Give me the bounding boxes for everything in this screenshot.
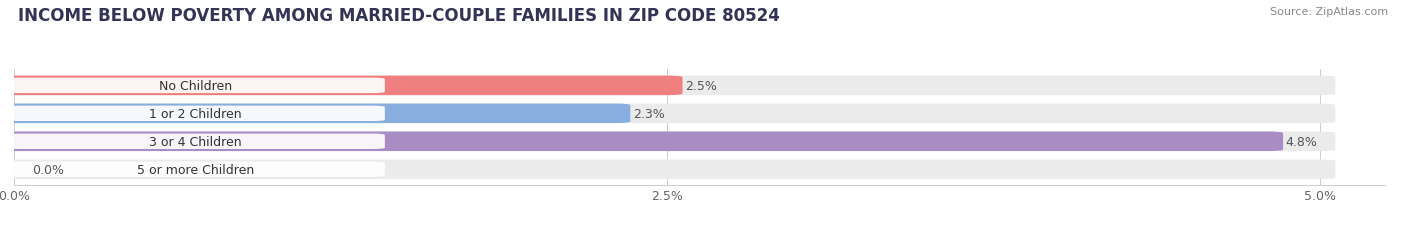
- FancyBboxPatch shape: [0, 76, 682, 96]
- FancyBboxPatch shape: [0, 132, 1284, 151]
- Text: 5 or more Children: 5 or more Children: [136, 163, 254, 176]
- Text: 2.3%: 2.3%: [633, 107, 665, 120]
- Text: Source: ZipAtlas.com: Source: ZipAtlas.com: [1270, 7, 1388, 17]
- Text: INCOME BELOW POVERTY AMONG MARRIED-COUPLE FAMILIES IN ZIP CODE 80524: INCOME BELOW POVERTY AMONG MARRIED-COUPL…: [18, 7, 780, 25]
- Text: 3 or 4 Children: 3 or 4 Children: [149, 135, 242, 148]
- FancyBboxPatch shape: [0, 160, 1336, 179]
- Text: 1 or 2 Children: 1 or 2 Children: [149, 107, 242, 120]
- Text: 4.8%: 4.8%: [1285, 135, 1317, 148]
- FancyBboxPatch shape: [0, 104, 1336, 124]
- FancyBboxPatch shape: [6, 78, 385, 94]
- FancyBboxPatch shape: [6, 106, 385, 122]
- Text: No Children: No Children: [159, 79, 232, 92]
- FancyBboxPatch shape: [6, 134, 385, 149]
- FancyBboxPatch shape: [0, 132, 1336, 151]
- FancyBboxPatch shape: [0, 104, 630, 124]
- FancyBboxPatch shape: [0, 76, 1336, 96]
- FancyBboxPatch shape: [6, 162, 385, 177]
- Text: 0.0%: 0.0%: [32, 163, 65, 176]
- Text: 2.5%: 2.5%: [685, 79, 717, 92]
